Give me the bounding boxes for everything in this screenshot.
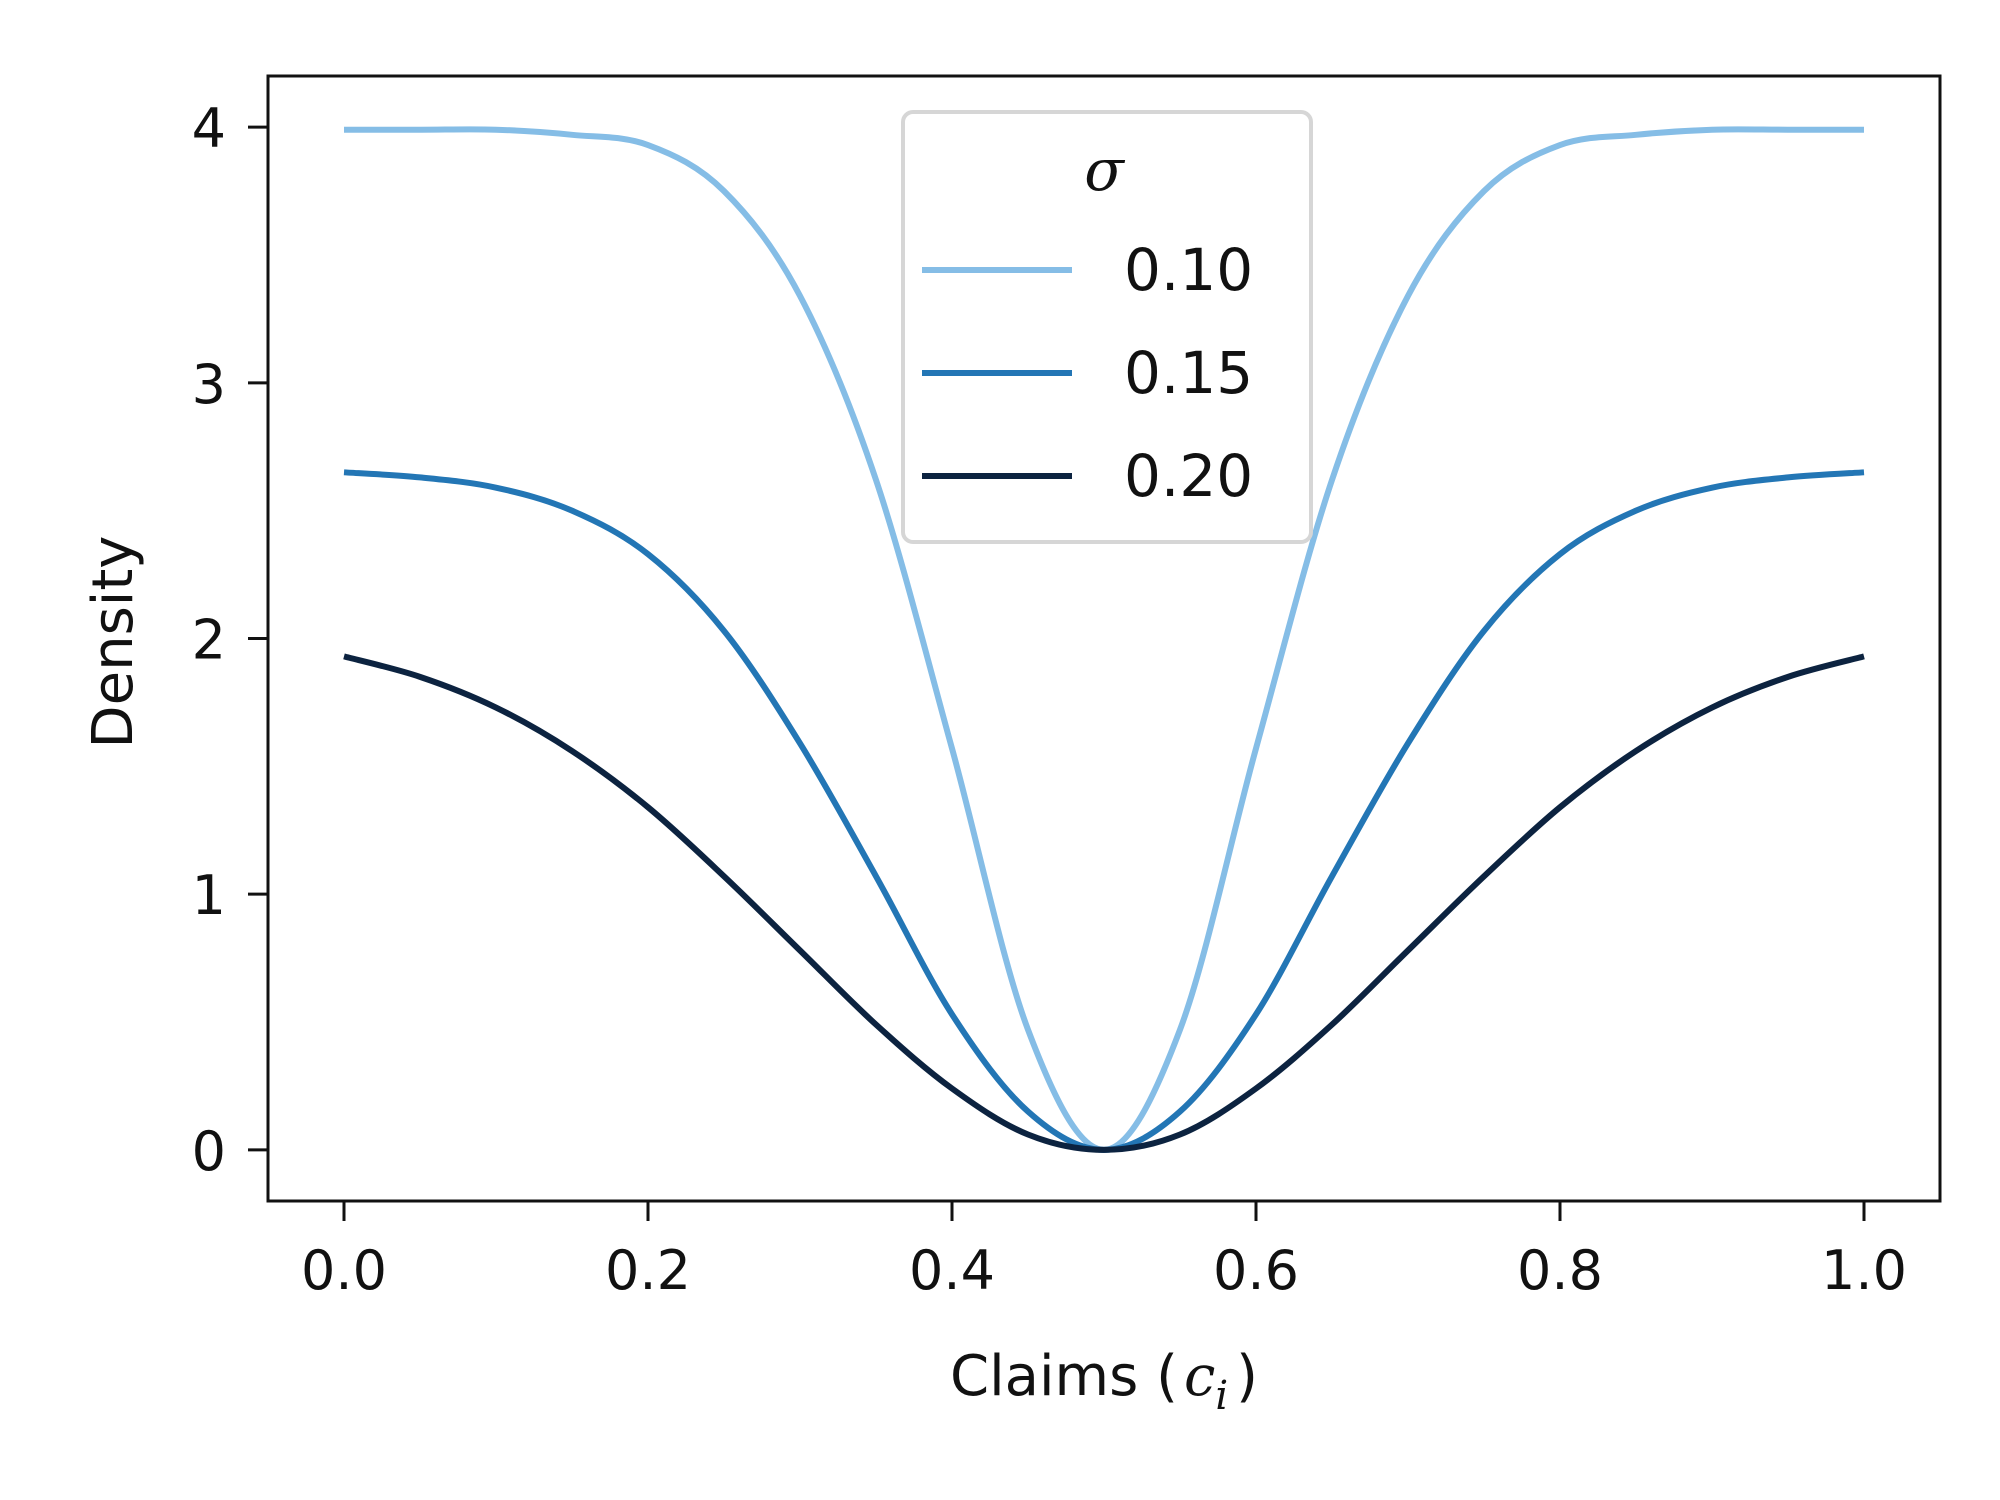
y-tick-label: 0: [192, 1120, 226, 1183]
legend-title: σ: [1084, 136, 1125, 204]
x-tick-label: 0.4: [909, 1239, 995, 1302]
y-tick-label: 2: [192, 609, 226, 672]
y-tick-label: 3: [192, 353, 226, 416]
x-axis-label-close: ): [1236, 1344, 1258, 1409]
legend-label-2: 0.15: [1124, 339, 1253, 407]
plot-lines: [343, 126, 1865, 1153]
legend: σ 0.10 0.15 0.20: [901, 110, 1313, 544]
series-line-2: [343, 469, 1865, 1153]
x-tick-label: 0.8: [1517, 1239, 1603, 1302]
x-tick-label: 1.0: [1821, 1239, 1907, 1302]
legend-label-3: 0.20: [1124, 442, 1253, 510]
x-tick-label: 0.6: [1213, 1239, 1299, 1302]
x-axis: 0.0 0.2 0.4 0.6 0.8 1.0: [301, 1201, 1907, 1302]
series-line-3: [343, 653, 1865, 1153]
y-axis: 0 1 2 3 4: [192, 97, 268, 1183]
x-axis-label-subscript: i: [1215, 1373, 1228, 1419]
x-axis-label: Claims (ci): [950, 1344, 1258, 1419]
legend-box: [901, 110, 1313, 544]
x-axis-label-math: c: [1184, 1344, 1215, 1409]
x-axis-label-text: Claims (: [950, 1344, 1178, 1409]
legend-label-1: 0.10: [1124, 236, 1253, 304]
legend-entries: 0.10 0.15 0.20: [922, 236, 1253, 510]
y-axis-label: Density: [81, 536, 146, 749]
y-tick-label: 4: [192, 97, 226, 160]
x-tick-label: 0.0: [301, 1239, 387, 1302]
x-tick-label: 0.2: [605, 1239, 691, 1302]
y-tick-label: 1: [192, 864, 226, 927]
